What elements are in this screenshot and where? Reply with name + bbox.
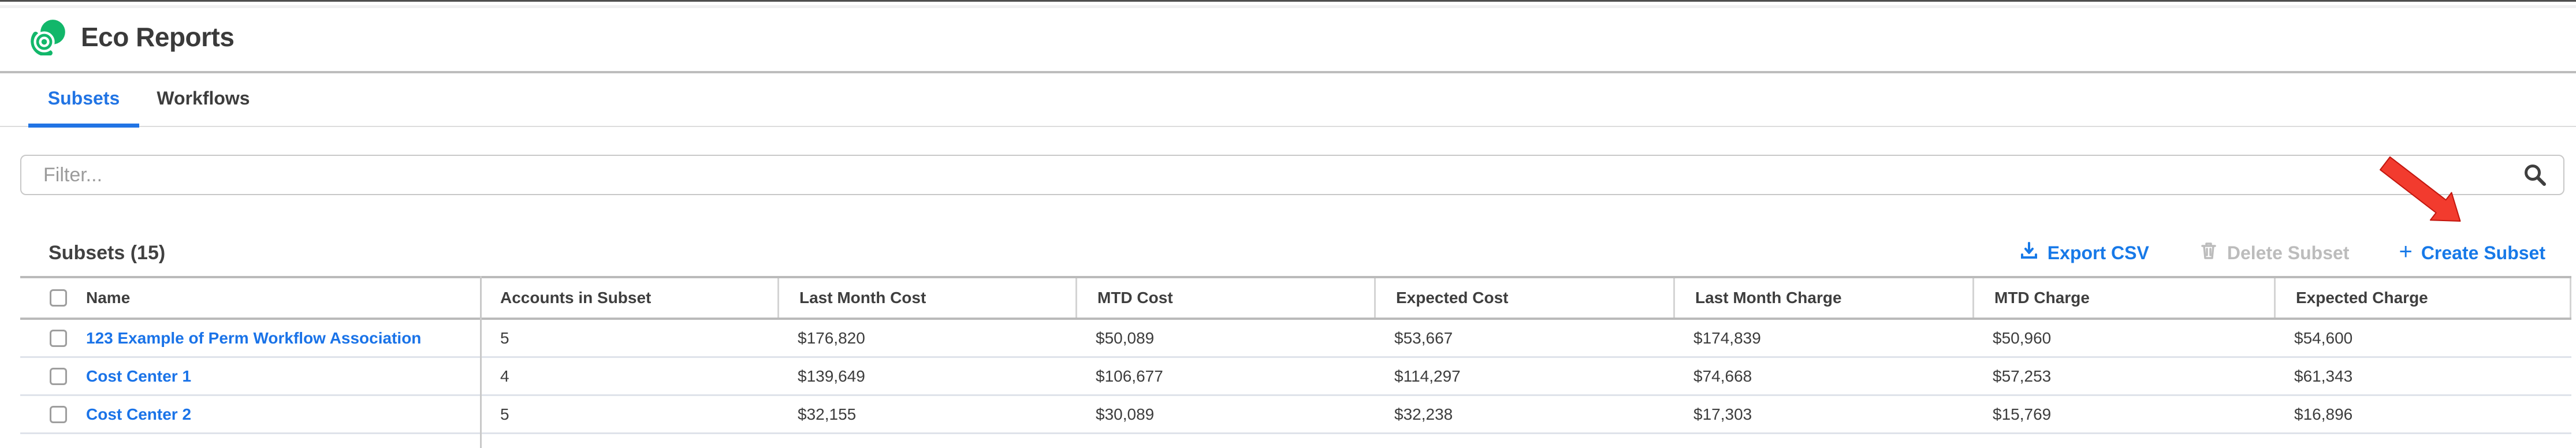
subset-name-link[interactable]: 123 Example of Perm Workflow Association	[86, 328, 422, 347]
app-header: Eco Reports	[30, 18, 234, 57]
last-month-cost-cell: $32,155	[798, 405, 857, 423]
subset-name-link[interactable]: Cost Center 2	[86, 405, 192, 423]
name-cell: Cost Center 1	[20, 367, 480, 386]
filter-bar	[20, 155, 2564, 195]
last-month-charge-cell: $17,303	[1693, 405, 1752, 423]
search-icon	[2523, 163, 2547, 187]
expected-charge-cell: $61,343	[2294, 367, 2353, 385]
filter-input[interactable]	[20, 155, 2564, 195]
column-header-expected-cost: Expected Cost	[1374, 278, 1673, 318]
tab-subsets[interactable]: Subsets	[47, 88, 120, 109]
column-header-last-month-charge: Last Month Charge	[1673, 278, 1972, 318]
toolbar-buttons: Export CSV Delete Subset + Create Subset	[2019, 239, 2545, 265]
mtd-charge-cell: $50,960	[1993, 328, 2052, 347]
table-row: 123 Example of Perm Workflow Association…	[20, 320, 2571, 358]
eco-spiral-logo-icon	[30, 18, 67, 57]
column-header-mtd-charge: MTD Charge	[1972, 278, 2274, 318]
mtd-cost-cell: $30,089	[1096, 405, 1155, 423]
column-header-mtd-cost: MTD Cost	[1075, 278, 1374, 318]
header-divider	[0, 71, 2576, 73]
mtd-cost-cell: $50,089	[1096, 328, 1155, 347]
table-body: 123 Example of Perm Workflow Association…	[20, 320, 2571, 434]
table-header-row: Name Accounts in Subset Last Month Cost …	[20, 276, 2571, 320]
window-top-border	[0, 0, 2576, 2]
select-all-checkbox[interactable]	[50, 289, 67, 307]
accounts-in-subset-cell: 4	[500, 367, 509, 385]
row-checkbox[interactable]	[50, 367, 67, 385]
name-column-divider	[480, 276, 482, 448]
plus-icon: +	[2399, 239, 2413, 264]
column-header-expected-charge: Expected Charge	[2274, 278, 2571, 318]
row-checkbox[interactable]	[50, 405, 67, 423]
column-header-last-month-cost: Last Month Cost	[777, 278, 1075, 318]
table-row: Cost Center 2 5 $32,155 $30,089 $32,238 …	[20, 396, 2571, 434]
expected-cost-cell: $53,667	[1394, 328, 1453, 347]
name-cell: 123 Example of Perm Workflow Association	[20, 329, 480, 348]
delete-subset-button[interactable]: Delete Subset	[2199, 241, 2349, 265]
header-shadow-line	[0, 5, 2576, 8]
table-row: Cost Center 1 4 $139,649 $106,677 $114,2…	[20, 358, 2571, 396]
name-cell: Cost Center 2	[20, 405, 480, 424]
trash-icon	[2199, 241, 2218, 265]
export-csv-button[interactable]: Export CSV	[2019, 241, 2149, 265]
accounts-in-subset-cell: 5	[500, 405, 509, 423]
expected-cost-cell: $114,297	[1394, 367, 1461, 385]
last-month-cost-cell: $176,820	[798, 328, 865, 347]
mtd-charge-cell: $57,253	[1993, 367, 2052, 385]
accounts-in-subset-cell: 5	[500, 328, 509, 347]
active-tab-underline	[28, 124, 139, 128]
mtd-cost-cell: $106,677	[1096, 367, 1163, 385]
create-subset-button[interactable]: + Create Subset	[2399, 239, 2545, 264]
column-header-name: Name	[20, 278, 480, 318]
tab-bar: Subsets Workflows	[0, 73, 2576, 128]
mtd-charge-cell: $15,769	[1993, 405, 2052, 423]
last-month-charge-cell: $174,839	[1693, 328, 1761, 347]
subsets-count-heading: Subsets (15)	[49, 241, 166, 264]
page-title: Eco Reports	[81, 22, 234, 52]
expected-charge-cell: $54,600	[2294, 328, 2353, 347]
download-icon	[2019, 241, 2039, 265]
expected-charge-cell: $16,896	[2294, 405, 2353, 423]
subsets-table: Name Accounts in Subset Last Month Cost …	[20, 276, 2571, 434]
tab-workflows[interactable]: Workflows	[157, 88, 250, 109]
subset-name-link[interactable]: Cost Center 1	[86, 367, 192, 385]
expected-cost-cell: $32,238	[1394, 405, 1453, 423]
last-month-charge-cell: $74,668	[1693, 367, 1752, 385]
row-checkbox[interactable]	[50, 329, 67, 347]
tab-bar-divider	[0, 126, 2576, 127]
column-header-accounts-in-subset: Accounts in Subset	[500, 289, 652, 307]
last-month-cost-cell: $139,649	[798, 367, 865, 385]
table-toolbar: Subsets (15) Export CSV Delete Subset + …	[20, 230, 2556, 276]
